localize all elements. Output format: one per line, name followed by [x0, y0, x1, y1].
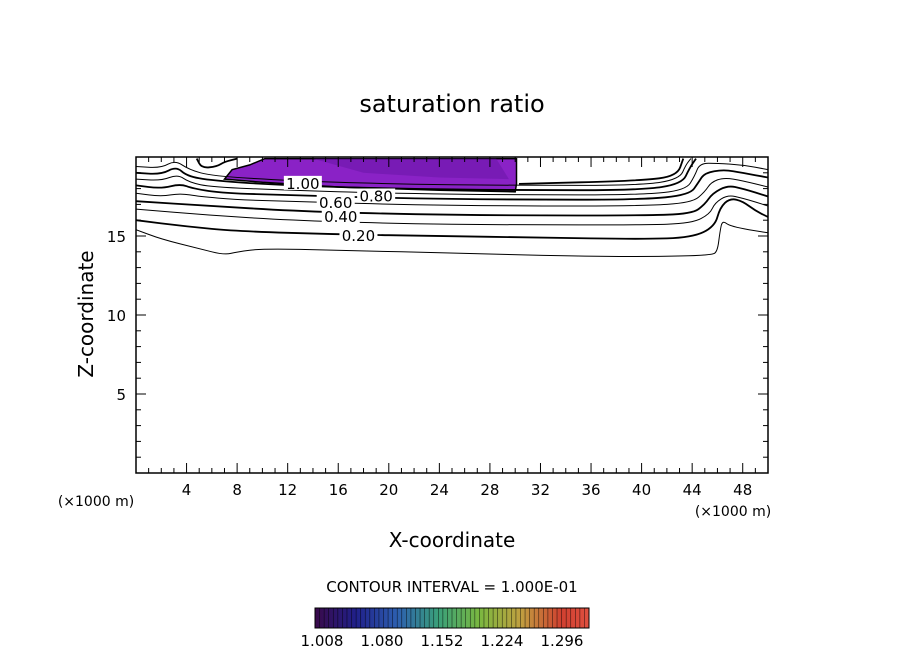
x-unit-right: (×1000 m) [695, 504, 771, 520]
contour-line [136, 221, 768, 258]
x-tick-label: 36 [581, 481, 600, 499]
colorbar-tick-label: 1.008 [301, 632, 344, 650]
chart-title: saturation ratio [359, 90, 544, 118]
x-tick-label: 12 [278, 481, 297, 499]
contour-line [136, 177, 768, 207]
x-tick-label: 28 [480, 481, 499, 499]
contour-line [136, 185, 768, 217]
contour-label-bg [357, 188, 396, 203]
y-tick-labels: 5 10 15 [107, 228, 126, 404]
contour-label-bg [316, 194, 355, 209]
contour-line [136, 195, 768, 226]
colorbar: 1.008 1.080 1.152 1.224 1.296 [301, 607, 590, 650]
tick-marks [136, 157, 768, 473]
x-tick-label: 32 [531, 481, 550, 499]
x-tick-label: 40 [632, 481, 651, 499]
contour-label: 0.80 [359, 188, 392, 206]
x-tick-label: 16 [329, 481, 348, 499]
contour-label-bg [321, 209, 360, 224]
x-tick-label: 20 [379, 481, 398, 499]
colorbar-frame [314, 607, 590, 629]
contour-line [136, 158, 692, 186]
contour-labels: 1.00 0.80 0.600.400.20 [283, 175, 396, 245]
contour-line [518, 158, 685, 185]
x-tick-label: 48 [733, 481, 752, 499]
contour-line [136, 169, 768, 201]
supersaturated-core [313, 158, 509, 180]
contour-lines [136, 157, 768, 258]
contour-label: 1.00 [286, 175, 319, 193]
y-tick-label: 15 [107, 228, 126, 246]
contour-label: 0.60 [319, 194, 352, 212]
contour-line [195, 157, 238, 169]
x-unit-left: (×1000 m) [58, 494, 134, 510]
x-axis-label: X-coordinate [389, 528, 516, 552]
x-tick-label: 4 [182, 481, 192, 499]
contour-line [136, 158, 697, 192]
colorbar-tick-label: 1.296 [541, 632, 584, 650]
plot-area: 1.00 0.80 0.600.400.20 [135, 156, 769, 474]
x-tick-labels: 4 8 12 16 20 24 28 32 36 40 44 48 [182, 481, 752, 499]
y-axis-label: Z-coordinate [74, 250, 98, 377]
x-tick-label: 8 [232, 481, 242, 499]
contour-label-bg [283, 175, 322, 190]
contour-line [136, 198, 768, 240]
contour-label: 0.40 [324, 208, 357, 226]
colorbar-tick-label: 1.080 [361, 632, 404, 650]
contour-label-bg [339, 228, 378, 242]
x-tick-label: 44 [683, 481, 702, 499]
y-tick-label: 10 [107, 307, 126, 325]
y-tick-label: 5 [116, 386, 126, 404]
colorbar-tick-label: 1.152 [421, 632, 464, 650]
x-tick-label: 24 [430, 481, 449, 499]
contour-line [136, 162, 768, 196]
colorbar-stripes [319, 608, 585, 628]
contour-label: 0.20 [342, 227, 375, 245]
contour-interval-text: CONTOUR INTERVAL = 1.000E-01 [326, 578, 577, 596]
colorbar-tick-label: 1.224 [481, 632, 524, 650]
colorbar-tick-labels: 1.008 1.080 1.152 1.224 1.296 [301, 632, 584, 650]
